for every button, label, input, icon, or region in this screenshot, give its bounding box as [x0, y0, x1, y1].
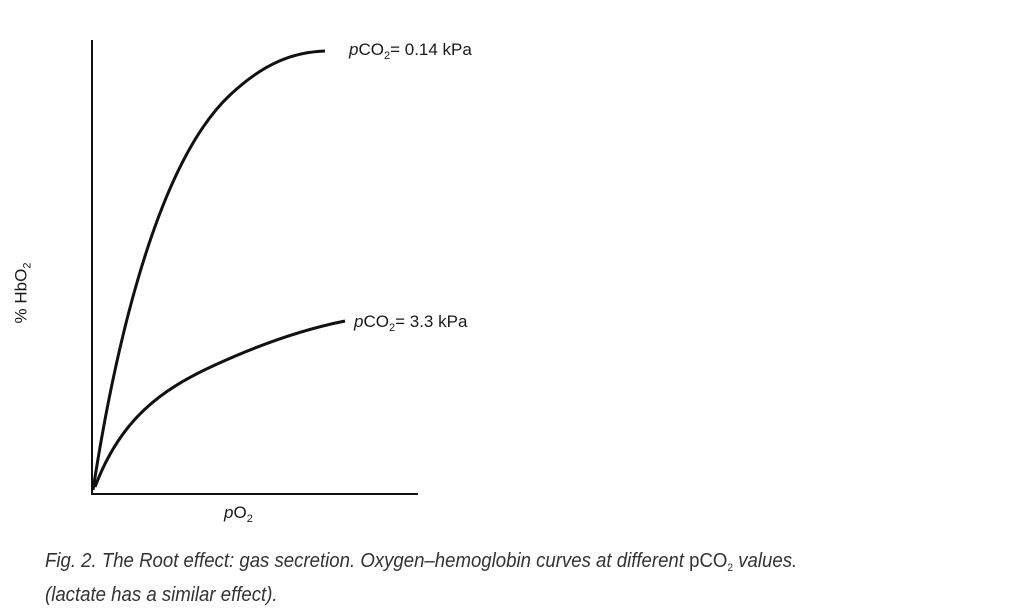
- curve-high-pco2: [93, 319, 346, 488]
- curve-label-high-pco2: pCO2= 3.3 kPa: [354, 312, 468, 334]
- figure-caption: Fig. 2. The Root effect: gas secretion. …: [45, 548, 797, 609]
- curve-low-pco2: [91, 49, 326, 491]
- caption-line-2: (lactate has a similar effect).: [45, 584, 278, 606]
- caption-line-1: Fig. 2. The Root effect: gas secretion. …: [45, 550, 798, 574]
- curve-label-low-pco2: pCO2= 0.14 kPa: [349, 40, 472, 62]
- x-axis-label: pO2: [224, 503, 253, 525]
- y-axis-label: % HbO2: [11, 262, 34, 324]
